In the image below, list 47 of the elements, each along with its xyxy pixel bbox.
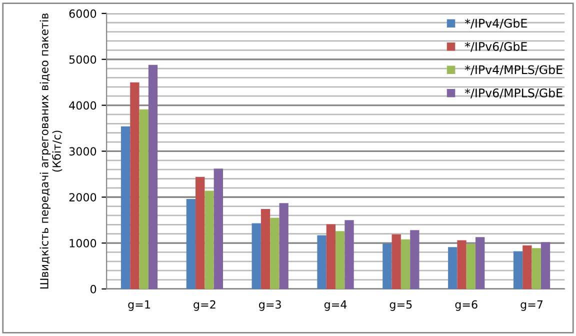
bar — [196, 176, 205, 289]
bar — [476, 237, 485, 289]
bar — [204, 190, 214, 289]
bar — [139, 109, 148, 289]
y-tick-label: 6000 — [69, 9, 96, 18]
x-tick-label: g=6 — [455, 300, 478, 311]
bar — [392, 234, 401, 289]
y-axis-title: Швидкість передачі агрегованих відео пакетів (Кбіт/с) — [40, 13, 62, 289]
y-tick-label: 0 — [90, 284, 96, 294]
bar — [148, 64, 158, 289]
bar — [120, 126, 130, 289]
x-tick-label: g=3 — [259, 300, 281, 311]
bar — [326, 224, 336, 289]
bar — [457, 240, 466, 289]
bar — [466, 244, 476, 289]
legend-label: */IPv6/MPLS/GbE — [464, 88, 562, 98]
bar — [540, 242, 550, 289]
y-tick-label: 2000 — [69, 193, 96, 202]
legend-label: */IPv4/MPLS/GbE — [464, 65, 562, 76]
y-tick-label: 5000 — [69, 55, 96, 64]
y-tick-label: 4000 — [69, 101, 96, 110]
bar — [186, 198, 196, 289]
bar — [252, 223, 261, 289]
bar — [522, 245, 532, 289]
bar — [130, 82, 140, 289]
bar — [410, 230, 420, 289]
y-tick-label: 3000 — [69, 147, 96, 156]
bar — [317, 235, 326, 289]
y-tick-label: 1000 — [70, 239, 96, 248]
x-tick-label: g=2 — [194, 300, 216, 311]
bar — [260, 209, 270, 289]
x-tick-label: g=5 — [390, 300, 412, 311]
bar — [279, 203, 288, 289]
bar — [448, 247, 458, 289]
x-tick-label: g=1 — [128, 300, 150, 311]
bar — [400, 239, 410, 289]
bar — [270, 218, 280, 289]
bar — [344, 220, 354, 289]
bar — [513, 251, 523, 289]
legend-label: */IPv4/GbE — [464, 18, 527, 29]
bar — [214, 168, 224, 289]
bar — [336, 231, 345, 289]
bar — [382, 244, 392, 289]
legend-label: */IPv6/GbE — [464, 42, 527, 52]
x-tick-label: g=4 — [324, 300, 347, 311]
bar — [532, 248, 541, 289]
x-tick-label: g=7 — [520, 300, 543, 311]
